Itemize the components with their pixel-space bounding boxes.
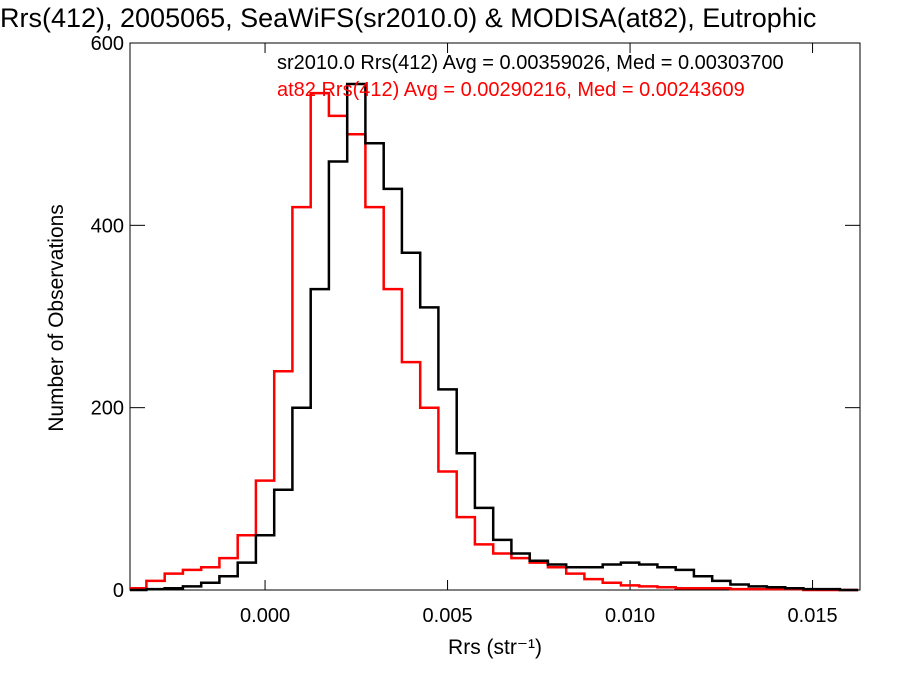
y-tick-label: 600	[91, 33, 124, 55]
plot-frame	[129, 42, 861, 591]
axis-ticks: 0.000 0.005 0.010 0.015 0 200 400 600	[91, 33, 860, 627]
legend-entry-sr2010: sr2010.0 Rrs(412) Avg = 0.00359026, Med …	[277, 52, 784, 74]
series-line-sr2010.0	[130, 82, 859, 592]
x-axis-label: Rrs (str⁻¹)	[448, 636, 542, 659]
x-tick-label: 0.000	[240, 605, 290, 627]
y-tick-label: 0	[113, 580, 124, 602]
series-layer	[130, 82, 859, 592]
y-tick-label: 400	[91, 215, 124, 237]
legend-entry-at82: at82 Rrs(412) Avg = 0.00290216, Med = 0.…	[277, 79, 745, 101]
series-line-at82	[130, 91, 859, 592]
y-axis-label: Number of Observations	[45, 204, 68, 432]
x-tick-label: 0.005	[423, 605, 473, 627]
y-tick-label: 200	[91, 398, 124, 420]
x-tick-label: 0.015	[788, 605, 838, 627]
chart-title: Rrs(412), 2005065, SeaWiFS(sr2010.0) & M…	[0, 3, 816, 33]
x-tick-label: 0.010	[605, 605, 655, 627]
